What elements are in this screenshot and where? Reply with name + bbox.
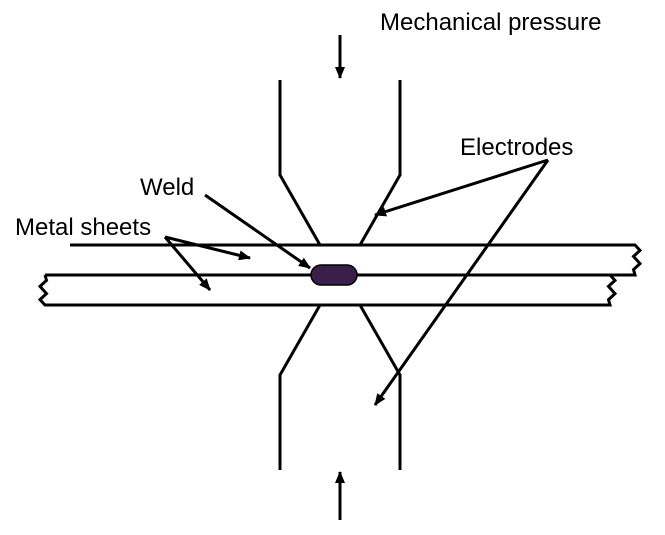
label-weld: Weld bbox=[140, 174, 194, 201]
electrode-bottom bbox=[280, 305, 400, 470]
electrode-top bbox=[280, 80, 400, 245]
label-mechanical-pressure: Mechanical pressure bbox=[380, 9, 601, 36]
label-electrodes: Electrodes bbox=[460, 134, 573, 161]
metal-arrow-1 bbox=[165, 237, 250, 258]
weld-arrow bbox=[205, 195, 310, 268]
weld-nugget bbox=[311, 265, 357, 285]
label-metal-sheets: Metal sheets bbox=[15, 214, 151, 241]
electrode-arrow-2 bbox=[375, 160, 548, 405]
